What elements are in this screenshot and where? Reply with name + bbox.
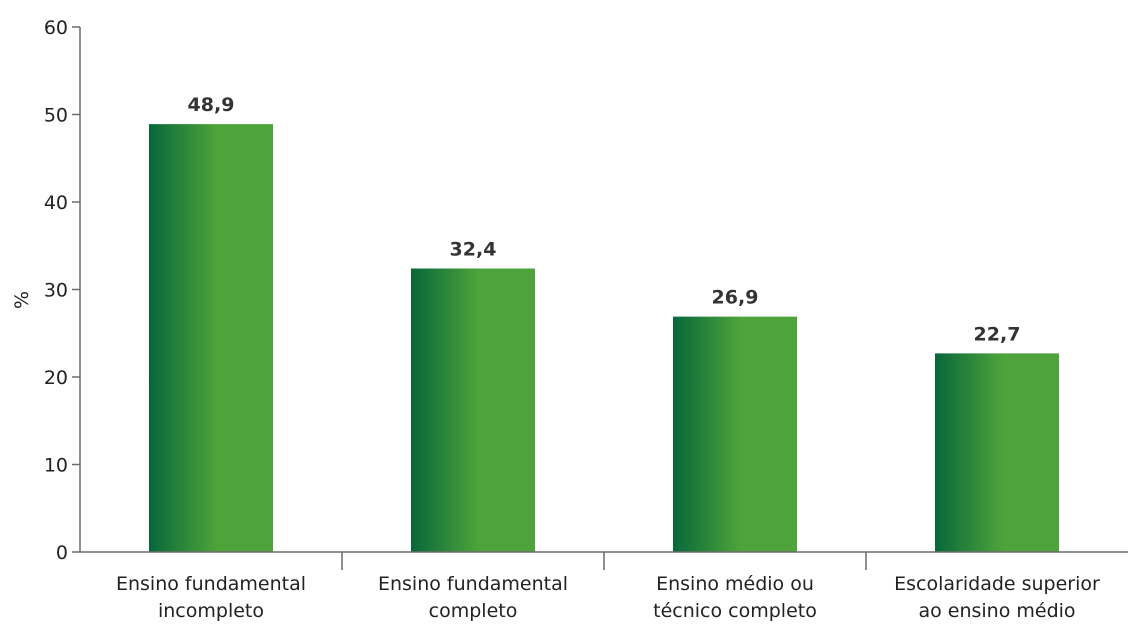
y-tick-label: 50 <box>44 105 68 127</box>
y-tick-label: 30 <box>44 280 68 302</box>
bar-value-label: 32,4 <box>450 239 497 261</box>
y-tick-label: 40 <box>44 192 68 214</box>
x-category-label: Escolaridade superior <box>894 573 1100 595</box>
bar-value-label: 22,7 <box>974 323 1021 345</box>
x-category-label: Ensino médio ou <box>656 573 814 595</box>
y-axis: 0 10 20 30 40 50 60 <box>44 17 81 564</box>
x-category-label: Ensino fundamental <box>116 573 306 595</box>
x-category-label: ao ensino médio <box>918 600 1075 622</box>
bar <box>149 124 273 552</box>
x-category-label: incompleto <box>158 600 264 622</box>
bars: 48,9 32,4 26,9 22,7 <box>149 94 1059 552</box>
bar <box>411 268 535 552</box>
y-tick-label: 20 <box>44 367 68 389</box>
bar <box>673 316 797 552</box>
x-category-label: completo <box>429 600 518 622</box>
x-axis: Ensino fundamental incompleto Ensino funda… <box>80 551 1128 622</box>
y-tick-label: 60 <box>44 17 68 39</box>
y-tick-label: 0 <box>56 542 68 564</box>
bar <box>935 353 1059 552</box>
x-category-label: técnico completo <box>653 600 817 622</box>
x-category-label: Ensino fundamental <box>378 573 568 595</box>
bar-value-label: 26,9 <box>712 287 759 309</box>
y-tick-label: 10 <box>44 455 68 477</box>
bar-value-label: 48,9 <box>188 94 235 116</box>
y-axis-title: % <box>11 291 33 309</box>
